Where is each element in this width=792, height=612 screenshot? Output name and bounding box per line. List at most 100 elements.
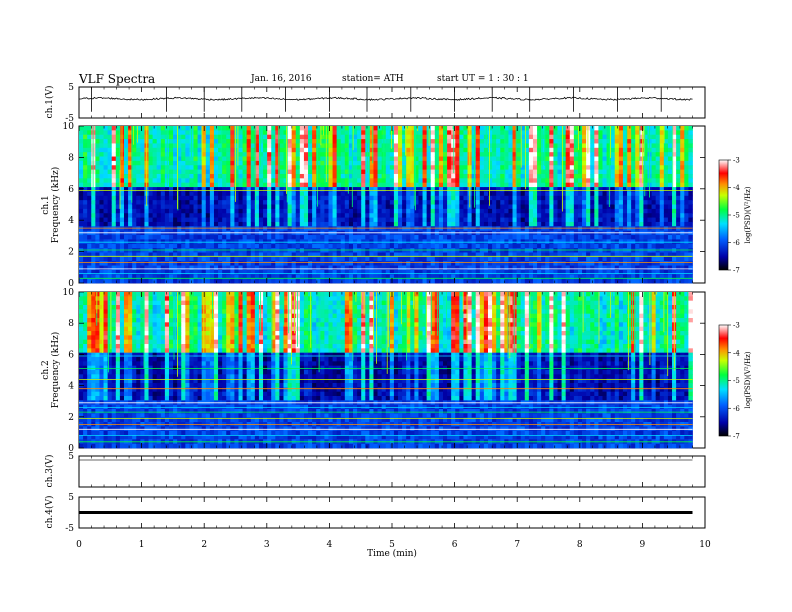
spectrogram-cell <box>492 274 497 280</box>
spectrogram-cell <box>549 248 554 253</box>
spectrogram-cell <box>549 173 554 179</box>
spectrogram-cell <box>303 243 309 249</box>
spectrogram-cell <box>410 208 415 214</box>
spectrogram-cell <box>271 204 276 210</box>
spectrogram-cell <box>238 182 243 188</box>
spectrogram-cell <box>508 217 513 223</box>
spectrogram-cell <box>438 213 444 218</box>
spectrogram-cell <box>512 204 518 210</box>
spectrogram-cell <box>622 130 628 136</box>
spectrogram-cell <box>91 178 96 184</box>
spectrogram-cell <box>586 278 591 284</box>
spectrogram-cell <box>287 269 293 275</box>
spectrogram-cell <box>598 235 603 240</box>
spectrogram-cell <box>430 256 436 262</box>
spectrogram-cell <box>459 147 464 153</box>
spectrogram-cell <box>532 213 538 218</box>
spectrogram-cell <box>222 152 227 157</box>
spectrogram-cell <box>107 274 113 280</box>
spectrogram-cell <box>242 200 248 205</box>
spectrogram-cell <box>418 173 423 179</box>
spectrogram-cell <box>218 169 223 175</box>
spectrogram-cell <box>393 204 399 210</box>
spectrogram-cell <box>414 156 419 162</box>
spectrogram-cell <box>328 248 333 253</box>
spectrogram-cell <box>577 182 583 188</box>
spectrogram-cell <box>119 265 125 271</box>
spectrogram-cell <box>635 235 640 240</box>
spectrogram-cell <box>328 126 333 131</box>
spectrogram-cell <box>263 147 268 153</box>
spectrogram-cell <box>524 173 530 179</box>
spectrogram-cell <box>123 130 129 136</box>
spectrogram-cell <box>213 274 219 280</box>
spectrogram-cell <box>312 169 317 175</box>
spectrogram-cell <box>398 278 403 284</box>
spectrogram-cell <box>181 204 186 210</box>
spectrogram-cell <box>316 217 321 223</box>
spectrogram-cell <box>524 200 530 205</box>
spectrogram-cell <box>303 278 309 284</box>
spectrogram-cell <box>234 269 239 275</box>
spectrogram-cell <box>164 269 170 275</box>
spectrogram-cell <box>168 134 174 140</box>
spectrogram-cell <box>373 226 378 232</box>
spectrogram-cell <box>471 139 477 144</box>
spectrogram-cell <box>631 278 636 284</box>
spectrogram-cell <box>389 213 395 218</box>
spectrogram-cell <box>115 221 121 227</box>
spectrogram-cell <box>348 265 354 271</box>
spectrogram-cell <box>303 187 309 192</box>
spectrogram-cell <box>483 278 489 284</box>
spectrogram-cell <box>459 256 464 262</box>
spectrogram-cell <box>402 152 407 157</box>
spectrogram-cell <box>528 235 534 240</box>
spectrogram-cell <box>606 195 612 201</box>
spectrogram-cell <box>291 278 297 284</box>
spectrogram-cell <box>479 143 485 149</box>
spectrogram-cell <box>385 173 391 179</box>
spectrogram-cell <box>598 269 603 275</box>
spectrogram-cell <box>246 134 252 140</box>
spectrogram-cell <box>398 239 403 245</box>
spectrogram-cell <box>443 265 448 271</box>
spectrogram-cell <box>569 239 575 245</box>
spectrogram-cell <box>177 191 182 197</box>
spectrogram-cell <box>516 143 522 149</box>
spectrogram-cell <box>582 126 587 131</box>
spectrogram-cell <box>561 178 567 184</box>
spectrogram-cell <box>549 256 554 262</box>
spectrogram-cell <box>541 213 546 218</box>
spectrogram-cell <box>123 200 129 205</box>
spectrogram-cell <box>107 261 113 266</box>
spectrogram-cell <box>340 265 346 271</box>
spectrogram-cell <box>115 126 121 131</box>
spectrogram-cell <box>471 278 477 284</box>
spectrogram-cell <box>353 160 358 166</box>
spectrogram-cell <box>258 169 264 175</box>
spectrogram-cell <box>103 156 109 162</box>
spectrogram-cell <box>463 160 468 166</box>
spectrogram-cell <box>279 143 284 149</box>
spectrogram-cell <box>496 265 501 271</box>
spectrogram-cell <box>291 169 297 175</box>
spectrogram-cell <box>181 134 186 140</box>
spectrogram-cell <box>614 160 620 166</box>
spectrogram-cell <box>377 261 383 266</box>
spectrogram-cell <box>586 226 591 232</box>
spectrogram-cell <box>181 195 186 201</box>
spectrogram-cell <box>483 217 489 223</box>
spectrogram-cell <box>406 248 411 253</box>
spectrogram-cell <box>328 173 333 179</box>
spectrogram-cell <box>516 187 522 192</box>
spectrogram-cell <box>136 191 141 197</box>
spectrogram-cell <box>475 243 481 249</box>
spectrogram-cell <box>410 217 415 223</box>
spectrogram-cell <box>111 265 117 271</box>
spectrogram-cell <box>537 269 542 275</box>
spectrogram-cell <box>541 243 546 249</box>
spectrogram-cell <box>398 274 403 280</box>
spectrogram-cell <box>160 191 166 197</box>
spectrogram-cell <box>606 191 612 197</box>
spectrogram-cell <box>577 134 583 140</box>
